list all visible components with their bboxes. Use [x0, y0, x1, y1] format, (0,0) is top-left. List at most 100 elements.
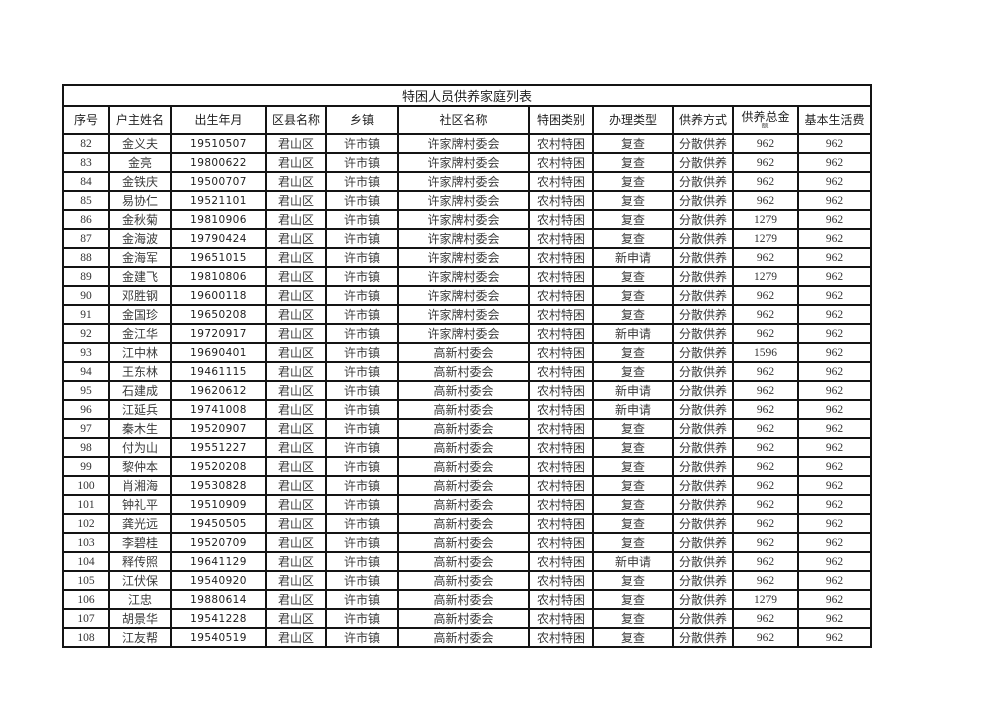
- cell-town: 许市镇: [325, 380, 399, 401]
- cell-category: 农村特困: [528, 342, 594, 363]
- cell-basic-allowance: 962: [796, 133, 873, 154]
- cell-town: 许市镇: [325, 475, 399, 496]
- cell-basic-allowance: 962: [796, 342, 873, 363]
- cell-town: 许市镇: [325, 437, 399, 458]
- table-row: 104 释传照 19641129 君山区 许市镇 高新村委会 农村特困 新申请 分散供养 962 9…: [62, 551, 873, 572]
- table-row: 85 易协仁 19521101 君山区 许市镇 许家牌村委会 农村特困 复查 分散供养 962 96…: [62, 190, 873, 211]
- cell-district: 君山区: [265, 570, 327, 591]
- cell-process-type: 复查: [592, 456, 674, 477]
- cell-birth-date: 19620612: [170, 380, 267, 401]
- cell-birth-date: 19510909: [170, 494, 267, 515]
- cell-category: 农村特困: [528, 532, 594, 553]
- cell-community: 许家牌村委会: [397, 247, 530, 268]
- cell-process-type: 复查: [592, 494, 674, 515]
- cell-total-amount: 962: [732, 418, 799, 439]
- table-row: 100 肖湘海 19530828 君山区 许市镇 高新村委会 农村特困 复查 分散供养 962 96…: [62, 475, 873, 496]
- cell-serial: 104: [62, 551, 110, 572]
- cell-district: 君山区: [265, 380, 327, 401]
- cell-support-mode: 分散供养: [672, 608, 734, 629]
- column-header-household-name: 户主姓名: [108, 105, 172, 135]
- cell-district: 君山区: [265, 342, 327, 363]
- cell-category: 农村特困: [528, 266, 594, 287]
- cell-process-type: 复查: [592, 589, 674, 610]
- cell-town: 许市镇: [325, 494, 399, 515]
- cell-serial: 108: [62, 627, 110, 648]
- total-amount-header-label: 供养总金: [741, 110, 790, 125]
- cell-serial: 87: [62, 228, 110, 249]
- cell-town: 许市镇: [325, 285, 399, 306]
- cell-birth-date: 19520907: [170, 418, 267, 439]
- cell-serial: 92: [62, 323, 110, 344]
- cell-birth-date: 19741008: [170, 399, 267, 420]
- cell-process-type: 复查: [592, 342, 674, 363]
- cell-total-amount: 962: [732, 171, 799, 192]
- cell-basic-allowance: 962: [796, 361, 873, 382]
- cell-district: 君山区: [265, 304, 327, 325]
- total-amount-sub-label: 额: [761, 122, 770, 129]
- cell-district: 君山区: [265, 608, 327, 629]
- cell-serial: 97: [62, 418, 110, 439]
- cell-support-mode: 分散供养: [672, 570, 734, 591]
- cell-total-amount: 962: [732, 247, 799, 268]
- cell-total-amount: 1279: [732, 228, 799, 249]
- cell-town: 许市镇: [325, 171, 399, 192]
- cell-support-mode: 分散供养: [672, 247, 734, 268]
- cell-category: 农村特困: [528, 323, 594, 344]
- cell-process-type: 复查: [592, 152, 674, 173]
- cell-birth-date: 19551227: [170, 437, 267, 458]
- cell-support-mode: 分散供养: [672, 152, 734, 173]
- cell-support-mode: 分散供养: [672, 589, 734, 610]
- cell-community: 许家牌村委会: [397, 285, 530, 306]
- cell-category: 农村特困: [528, 608, 594, 629]
- cell-process-type: 新申请: [592, 323, 674, 344]
- cell-serial: 102: [62, 513, 110, 534]
- cell-household-name: 江延兵: [108, 399, 172, 420]
- cell-process-type: 复查: [592, 133, 674, 154]
- cell-support-mode: 分散供养: [672, 627, 734, 648]
- cell-district: 君山区: [265, 285, 327, 306]
- cell-support-mode: 分散供养: [672, 190, 734, 211]
- cell-birth-date: 19810806: [170, 266, 267, 287]
- cell-district: 君山区: [265, 494, 327, 515]
- cell-serial: 89: [62, 266, 110, 287]
- cell-support-mode: 分散供养: [672, 532, 734, 553]
- cell-town: 许市镇: [325, 228, 399, 249]
- cell-town: 许市镇: [325, 190, 399, 211]
- cell-household-name: 金国珍: [108, 304, 172, 325]
- cell-total-amount: 962: [732, 323, 799, 344]
- cell-household-name: 金海波: [108, 228, 172, 249]
- cell-support-mode: 分散供养: [672, 228, 734, 249]
- cell-serial: 94: [62, 361, 110, 382]
- cell-birth-date: 19541228: [170, 608, 267, 629]
- table-row: 86 金秋菊 19810906 君山区 许市镇 许家牌村委会 农村特困 复查 分散供养 1279 9…: [62, 209, 873, 230]
- cell-total-amount: 962: [732, 532, 799, 553]
- table-row: 105 江伏保 19540920 君山区 许市镇 高新村委会 农村特困 复查 分散供养 962 96…: [62, 570, 873, 591]
- cell-support-mode: 分散供养: [672, 266, 734, 287]
- cell-birth-date: 19500707: [170, 171, 267, 192]
- cell-district: 君山区: [265, 551, 327, 572]
- cell-household-name: 龚光远: [108, 513, 172, 534]
- cell-category: 农村特困: [528, 437, 594, 458]
- cell-town: 许市镇: [325, 399, 399, 420]
- cell-district: 君山区: [265, 228, 327, 249]
- cell-birth-date: 19651015: [170, 247, 267, 268]
- cell-category: 农村特困: [528, 418, 594, 439]
- cell-total-amount: 1279: [732, 209, 799, 230]
- cell-serial: 93: [62, 342, 110, 363]
- cell-category: 农村特困: [528, 209, 594, 230]
- cell-total-amount: 1596: [732, 342, 799, 363]
- cell-district: 君山区: [265, 456, 327, 477]
- cell-community: 高新村委会: [397, 627, 530, 648]
- cell-basic-allowance: 962: [796, 399, 873, 420]
- cell-basic-allowance: 962: [796, 190, 873, 211]
- table-row: 107 胡景华 19541228 君山区 许市镇 高新村委会 农村特困 复查 分散供养 962 96…: [62, 608, 873, 629]
- cell-process-type: 新申请: [592, 380, 674, 401]
- cell-basic-allowance: 962: [796, 323, 873, 344]
- cell-basic-allowance: 962: [796, 494, 873, 515]
- cell-district: 君山区: [265, 437, 327, 458]
- cell-process-type: 复查: [592, 190, 674, 211]
- cell-community: 高新村委会: [397, 380, 530, 401]
- cell-household-name: 江中林: [108, 342, 172, 363]
- cell-basic-allowance: 962: [796, 589, 873, 610]
- table-row: 108 江友帮 19540519 君山区 许市镇 高新村委会 农村特困 复查 分散供养 962 96…: [62, 627, 873, 648]
